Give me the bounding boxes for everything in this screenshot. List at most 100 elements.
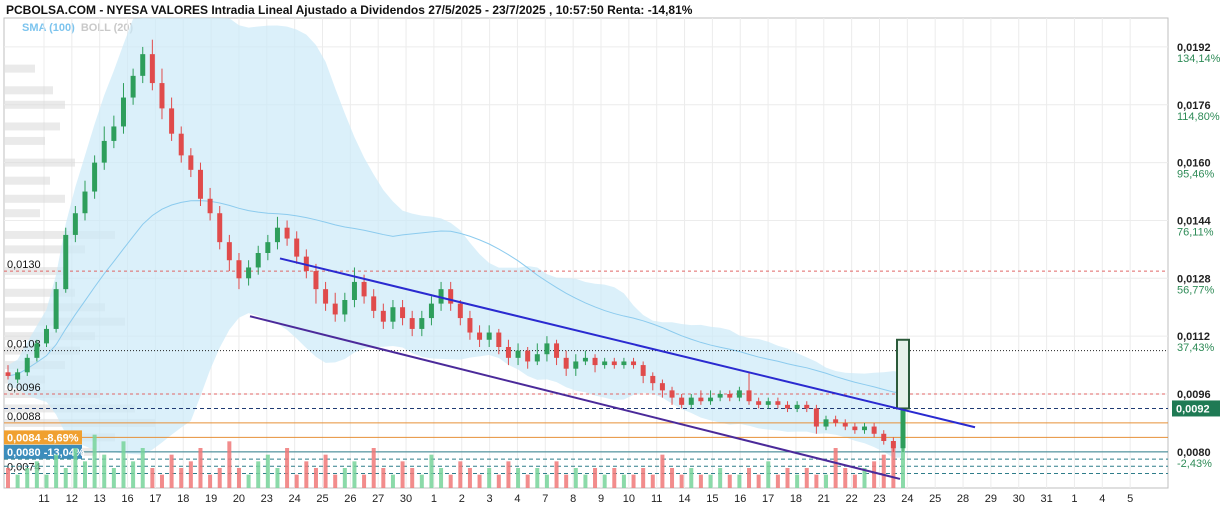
volume-bar <box>833 448 838 488</box>
right-pct-label: 134,14% <box>1177 53 1221 65</box>
volume-bar <box>766 461 771 488</box>
volume-bar <box>756 474 761 488</box>
candle-body <box>101 140 107 163</box>
x-tick-label: 17 <box>149 493 161 505</box>
volume-profile-bar <box>5 230 115 239</box>
volume-bar <box>467 468 472 488</box>
volume-bar <box>650 474 655 488</box>
x-tick-label: 18 <box>790 493 802 505</box>
candle-body <box>852 426 858 431</box>
volume-bar <box>6 468 10 488</box>
x-tick-label: 24 <box>289 493 301 505</box>
candle-body <box>111 126 117 141</box>
x-tick-label: 16 <box>121 493 133 505</box>
volume-bar <box>621 474 626 488</box>
candle-body <box>53 289 59 329</box>
volume-profile-bar <box>5 100 65 109</box>
volume-bar <box>689 468 694 488</box>
candle-body <box>265 242 271 253</box>
candle-body <box>515 350 521 358</box>
volume-bar <box>381 468 386 488</box>
volume-bar <box>843 468 848 488</box>
volume-bar <box>294 474 299 488</box>
volume-bar <box>862 468 867 488</box>
candle-body <box>862 426 868 431</box>
candle-body <box>708 397 714 402</box>
level-badge <box>4 430 82 445</box>
volume-bar <box>679 474 684 488</box>
candle-body <box>236 260 242 279</box>
volume-bar <box>179 468 184 488</box>
right-pct-label: 37,43% <box>1177 342 1215 354</box>
volume-bar <box>54 454 59 488</box>
candle-body <box>294 238 300 257</box>
candle-body <box>457 303 463 319</box>
candle-body <box>284 227 290 239</box>
candle-body <box>140 54 146 76</box>
candle-body <box>15 372 21 380</box>
candle-body <box>727 394 733 398</box>
volume-profile-bar <box>5 86 53 95</box>
candle-body <box>467 318 473 333</box>
volume-bar <box>34 461 39 488</box>
x-tick-label: 24 <box>901 493 913 505</box>
x-tick-label: 3 <box>487 493 493 505</box>
candle-body <box>631 361 637 366</box>
boll-label[interactable]: BOLL (20) <box>80 22 134 34</box>
candle-body <box>207 198 213 214</box>
candle-body <box>217 213 223 243</box>
candle-body <box>881 433 887 441</box>
volume-profile-bar <box>5 64 35 73</box>
candle-body <box>659 383 665 391</box>
candle-body <box>409 318 415 329</box>
volume-bar <box>15 474 20 488</box>
candle-body <box>794 404 800 409</box>
volume-bar <box>400 461 405 488</box>
x-tick-label: 30 <box>400 493 412 505</box>
volume-bar <box>535 468 540 488</box>
volume-bar <box>612 468 617 488</box>
candle-body <box>72 213 78 235</box>
volume-bar <box>131 461 136 488</box>
volume-bar <box>496 474 501 488</box>
left-level-label: 0,0108 <box>7 339 41 351</box>
candle-body <box>438 289 444 304</box>
right-pct-label: 56,77% <box>1177 284 1215 296</box>
volume-bar <box>737 474 742 488</box>
x-tick-label: 15 <box>706 493 718 505</box>
volume-bar <box>718 468 723 488</box>
volume-bar <box>487 468 492 488</box>
candle-body <box>525 350 531 362</box>
volume-bar <box>371 448 376 488</box>
volume-bar <box>881 454 886 488</box>
level-badge <box>4 444 82 459</box>
volume-bar <box>121 441 126 488</box>
candle-body <box>313 271 319 290</box>
candle-body <box>361 281 367 297</box>
volume-bar <box>265 454 270 488</box>
x-tick-label: 14 <box>678 493 690 505</box>
x-tick-label: 31 <box>1040 493 1052 505</box>
x-tick-label: 25 <box>316 493 328 505</box>
candle-body <box>477 332 483 340</box>
candle-body <box>178 133 184 156</box>
candle-body <box>246 267 252 279</box>
sma-label[interactable]: SMA (100) <box>22 22 75 34</box>
volume-bar <box>169 454 174 488</box>
x-tick-label: 9 <box>598 493 604 505</box>
left-level-label: 0,0088 <box>7 411 41 423</box>
volume-profile-bar <box>5 209 40 218</box>
candle-body <box>169 108 175 134</box>
candle-body <box>486 332 492 340</box>
volume-bar <box>602 474 607 488</box>
candle-body <box>592 357 598 366</box>
candle-body <box>544 343 550 355</box>
channel-lower-line <box>249 315 901 480</box>
left-level-label: 0,0074 <box>7 462 41 474</box>
candle-body <box>756 401 762 405</box>
volume-bar <box>198 448 203 488</box>
right-price-label: 0,0128 <box>1177 273 1211 285</box>
candle-body <box>890 441 896 449</box>
